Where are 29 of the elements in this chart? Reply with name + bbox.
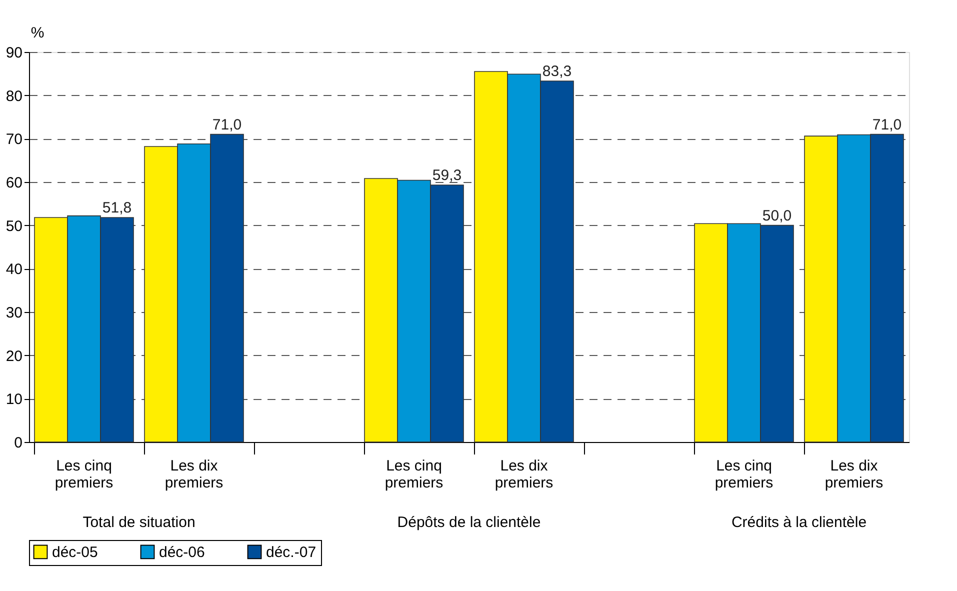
x-tick-label: Les cinq premiers (384, 458, 444, 492)
data-label: 51,8 (102, 200, 132, 217)
data-label: 83,3 (542, 63, 572, 80)
text: Total de situation (82, 514, 196, 531)
y-tick-label: 30 (6, 304, 22, 322)
x-tick-label: Les dix premiers (494, 458, 554, 492)
x-tick-label: Les cinq premiers (54, 458, 114, 492)
y-tick-label: 20 (6, 348, 22, 365)
y-tick-label: 70 (6, 131, 22, 148)
y-tick-label: 80 (6, 88, 22, 105)
data-label: 50,0 (762, 207, 792, 224)
legend-label: déc.-07 (266, 544, 316, 561)
y-tick-label: 90 (6, 44, 22, 62)
x-tick-label: Les dix premiers (824, 458, 884, 492)
data-label: 71,0 (872, 116, 902, 134)
x-tick-label: Les dix premiers (164, 458, 224, 492)
y-tick-label: 10 (6, 391, 22, 408)
data-label: 71,0 (212, 116, 242, 134)
data-label: 59,3 (432, 167, 462, 184)
text: Dépôts de la clientèle (397, 514, 541, 531)
text: Crédits à la clientèle (731, 514, 867, 531)
legend-label: déc-05 (52, 544, 98, 561)
y-tick-label: 50 (6, 218, 22, 235)
y-tick-label: 0 (14, 434, 22, 452)
y-axis-title: % (30, 24, 44, 42)
x-tick-label: Les cinq premiers (714, 458, 774, 492)
y-tick-label: 60 (6, 174, 22, 192)
y-tick-label: 40 (6, 261, 22, 278)
legend-label: déc-06 (159, 544, 205, 561)
